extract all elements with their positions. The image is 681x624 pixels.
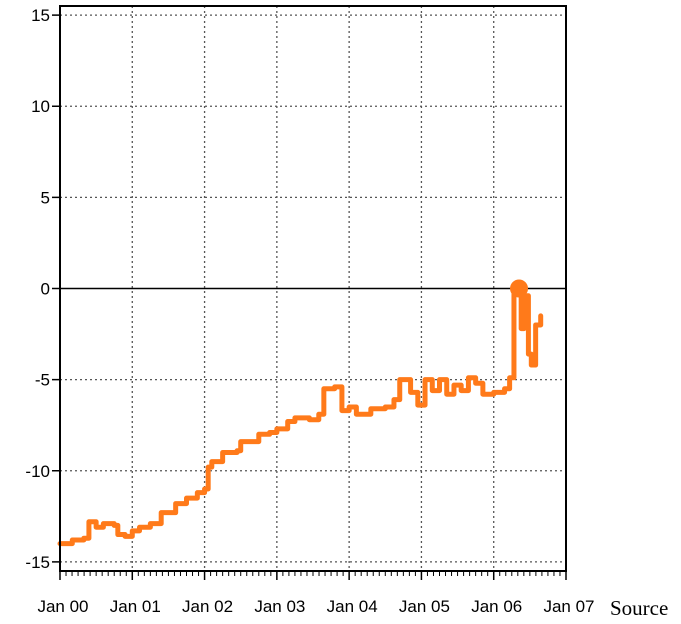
y-tick-label: 5 (41, 188, 50, 207)
x-tick-label: Jan 03 (254, 597, 305, 616)
y-axis: 15 10 5 0 -5 -10 -15 (25, 6, 60, 572)
y-tick-label: 15 (31, 6, 50, 25)
series-line-0 (57, 289, 544, 547)
source-text: Source (610, 596, 669, 620)
chart-grid (60, 6, 566, 571)
x-tick-label: Jan 01 (110, 597, 161, 616)
series-layer (57, 279, 544, 547)
x-tick-label: Jan 04 (327, 597, 378, 616)
y-tick-label: -15 (25, 553, 50, 572)
x-tick-label: Jan 05 (399, 597, 450, 616)
y-tick-label: -5 (35, 371, 50, 390)
x-axis: Jan 00 Jan 01 Jan 02 Jan 03 Jan 04 Jan 05 Jan … (37, 571, 595, 616)
y-tick-label: 10 (31, 97, 50, 116)
y-tick-label: 0 (41, 280, 50, 299)
y-tick-label: -10 (25, 462, 50, 481)
x-tick-label: Jan 02 (182, 597, 233, 616)
x-axis-ticks (65, 571, 561, 576)
x-tick-label: Jan 06 (471, 597, 522, 616)
x-tick-label: Jan 07 (543, 597, 594, 616)
x-tick-label: Jan 00 (37, 597, 88, 616)
highlight-point-0 (510, 279, 529, 298)
